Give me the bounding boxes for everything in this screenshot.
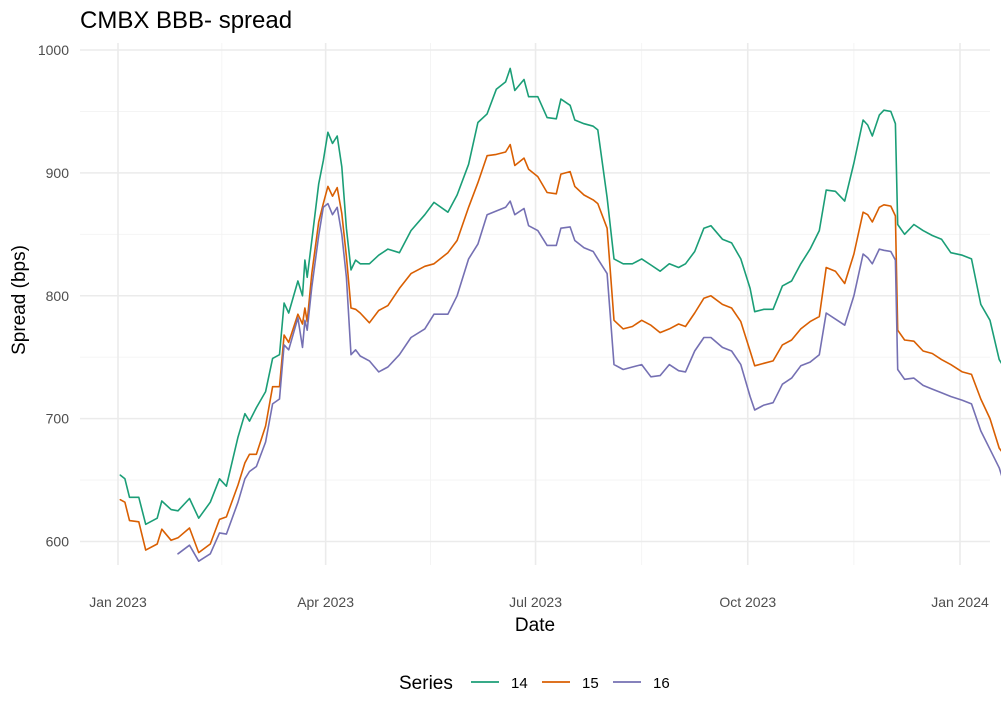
legend-label-14: 14 [511, 675, 528, 692]
x-tick-label: Jan 2024 [931, 594, 989, 610]
x-tick-label: Jan 2023 [89, 594, 147, 610]
series-line-15 [119, 143, 1001, 554]
series-lines [119, 67, 1001, 562]
y-axis-ticks: 600 700 800 900 1000 [38, 42, 69, 550]
legend-label-15: 15 [582, 675, 599, 692]
legend: Series 14 15 16 [399, 673, 670, 694]
x-tick-label: Apr 2023 [297, 594, 354, 610]
y-tick-label: 600 [46, 534, 70, 550]
x-tick-label: Oct 2023 [719, 594, 776, 610]
major-grid [80, 43, 990, 565]
series-line-16 [177, 200, 1001, 562]
y-tick-label: 700 [46, 411, 70, 427]
x-axis-ticks: Jan 2023 Apr 2023 Jul 2023 Oct 2023 Jan 2024 [89, 594, 989, 610]
legend-label-16: 16 [653, 675, 670, 692]
y-tick-label: 800 [46, 288, 70, 304]
chart-title: CMBX BBB- spread [80, 7, 292, 34]
x-axis-title: Date [515, 615, 555, 636]
y-tick-label: 900 [46, 165, 70, 181]
series-line-14 [119, 67, 1001, 526]
y-tick-label: 1000 [38, 42, 69, 58]
y-axis-title: Spread (bps) [9, 245, 30, 355]
legend-title: Series [399, 673, 453, 694]
x-tick-label: Jul 2023 [509, 594, 562, 610]
